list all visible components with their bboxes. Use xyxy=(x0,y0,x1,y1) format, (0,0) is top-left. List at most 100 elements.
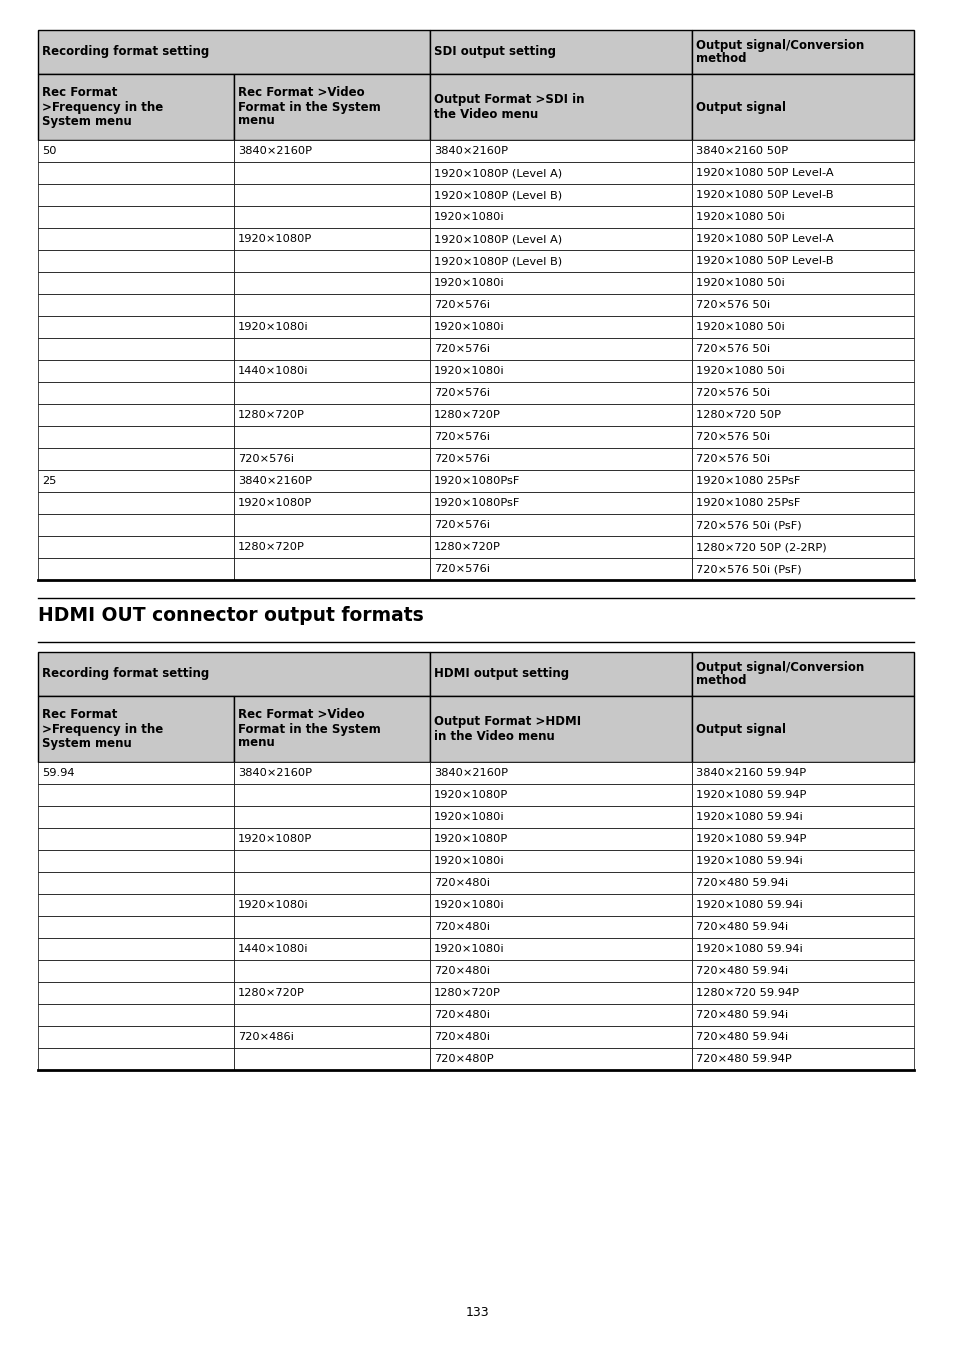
Bar xyxy=(430,383,691,404)
Bar xyxy=(38,1005,233,1026)
Bar xyxy=(691,1048,913,1069)
Text: 1280×720P: 1280×720P xyxy=(237,988,305,998)
Bar xyxy=(691,982,913,1005)
Text: 1920×1080 59.94i: 1920×1080 59.94i xyxy=(696,900,801,910)
Text: menu: menu xyxy=(237,737,274,749)
Bar xyxy=(430,696,691,763)
Bar xyxy=(233,806,430,827)
Bar xyxy=(430,1026,691,1048)
Text: 1920×1080 25PsF: 1920×1080 25PsF xyxy=(696,498,800,508)
Text: 720×576 50i (PsF): 720×576 50i (PsF) xyxy=(696,521,801,530)
Text: 1920×1080i: 1920×1080i xyxy=(434,212,504,222)
Text: 1920×1080P: 1920×1080P xyxy=(237,234,312,243)
Text: 1920×1080 59.94P: 1920×1080 59.94P xyxy=(696,834,805,844)
Text: System menu: System menu xyxy=(42,115,132,127)
Bar xyxy=(38,1026,233,1048)
Bar xyxy=(430,184,691,206)
Text: Rec Format: Rec Format xyxy=(42,708,117,722)
Text: 1920×1080P: 1920×1080P xyxy=(434,790,508,800)
Bar xyxy=(691,1005,913,1026)
Bar xyxy=(233,492,430,514)
Text: 1920×1080i: 1920×1080i xyxy=(434,279,504,288)
Bar xyxy=(430,784,691,806)
Bar xyxy=(38,982,233,1005)
Bar xyxy=(233,404,430,426)
Bar xyxy=(691,426,913,448)
Bar xyxy=(233,917,430,938)
Text: Output signal/Conversion: Output signal/Conversion xyxy=(696,661,863,673)
Bar xyxy=(430,360,691,383)
Text: 1920×1080P: 1920×1080P xyxy=(434,834,508,844)
Text: 1920×1080 59.94i: 1920×1080 59.94i xyxy=(696,856,801,867)
Text: Output Format >HDMI: Output Format >HDMI xyxy=(434,715,580,729)
Text: 720×576i: 720×576i xyxy=(434,454,490,464)
Bar xyxy=(430,426,691,448)
Bar xyxy=(430,982,691,1005)
Bar xyxy=(38,558,233,580)
Bar xyxy=(691,535,913,558)
Bar xyxy=(691,514,913,535)
Text: 3840×2160P: 3840×2160P xyxy=(237,768,312,777)
Bar xyxy=(691,184,913,206)
Text: 1920×1080 50P Level-A: 1920×1080 50P Level-A xyxy=(696,168,833,178)
Text: Output signal: Output signal xyxy=(696,722,785,735)
Text: 1280×720P: 1280×720P xyxy=(237,410,305,420)
Bar xyxy=(38,960,233,982)
Bar xyxy=(691,360,913,383)
Bar xyxy=(38,162,233,184)
Text: method: method xyxy=(696,53,745,65)
Text: 1920×1080 50i: 1920×1080 50i xyxy=(696,279,784,288)
Text: 1920×1080P (Level B): 1920×1080P (Level B) xyxy=(434,191,561,200)
Text: 720×480i: 720×480i xyxy=(434,1010,490,1019)
Text: 720×486i: 720×486i xyxy=(237,1032,294,1042)
Text: 720×480 59.94i: 720×480 59.94i xyxy=(696,1010,787,1019)
Bar xyxy=(233,850,430,872)
Text: 1280×720P: 1280×720P xyxy=(434,542,500,552)
Bar xyxy=(691,696,913,763)
Text: 1920×1080 50i: 1920×1080 50i xyxy=(696,366,784,376)
Bar xyxy=(430,404,691,426)
Text: 1920×1080P (Level A): 1920×1080P (Level A) xyxy=(434,168,561,178)
Text: Rec Format >Video: Rec Format >Video xyxy=(237,708,364,722)
Text: 1920×1080P: 1920×1080P xyxy=(237,834,312,844)
Bar xyxy=(38,850,233,872)
Bar xyxy=(38,917,233,938)
Text: 720×576i: 720×576i xyxy=(434,300,490,310)
Bar xyxy=(691,470,913,492)
Text: 1920×1080 59.94P: 1920×1080 59.94P xyxy=(696,790,805,800)
Bar xyxy=(430,850,691,872)
Bar xyxy=(38,228,233,250)
Text: 720×480i: 720×480i xyxy=(434,1032,490,1042)
Text: 720×480i: 720×480i xyxy=(434,877,490,888)
Text: Rec Format: Rec Format xyxy=(42,87,117,100)
Text: Format in the System: Format in the System xyxy=(237,722,380,735)
Text: 3840×2160P: 3840×2160P xyxy=(434,146,507,155)
Bar xyxy=(38,404,233,426)
Bar xyxy=(430,30,691,74)
Text: 720×576 50i: 720×576 50i xyxy=(696,388,769,397)
Bar xyxy=(691,652,913,696)
Bar xyxy=(38,448,233,470)
Text: the Video menu: the Video menu xyxy=(434,108,537,120)
Bar xyxy=(430,74,691,141)
Text: 25: 25 xyxy=(42,476,56,485)
Bar xyxy=(233,316,430,338)
Bar xyxy=(691,1026,913,1048)
Text: 720×576i: 720×576i xyxy=(434,343,490,354)
Text: 720×576 50i: 720×576 50i xyxy=(696,300,769,310)
Bar xyxy=(691,917,913,938)
Bar xyxy=(38,293,233,316)
Text: 59.94: 59.94 xyxy=(42,768,74,777)
Bar xyxy=(691,763,913,784)
Bar xyxy=(430,960,691,982)
Bar xyxy=(38,492,233,514)
Text: 50: 50 xyxy=(42,146,56,155)
Bar xyxy=(233,960,430,982)
Text: HDMI output setting: HDMI output setting xyxy=(434,668,569,680)
Bar xyxy=(430,492,691,514)
Bar xyxy=(430,917,691,938)
Bar xyxy=(38,514,233,535)
Text: 1920×1080PsF: 1920×1080PsF xyxy=(434,476,519,485)
Text: 3840×2160P: 3840×2160P xyxy=(237,476,312,485)
Bar xyxy=(38,383,233,404)
